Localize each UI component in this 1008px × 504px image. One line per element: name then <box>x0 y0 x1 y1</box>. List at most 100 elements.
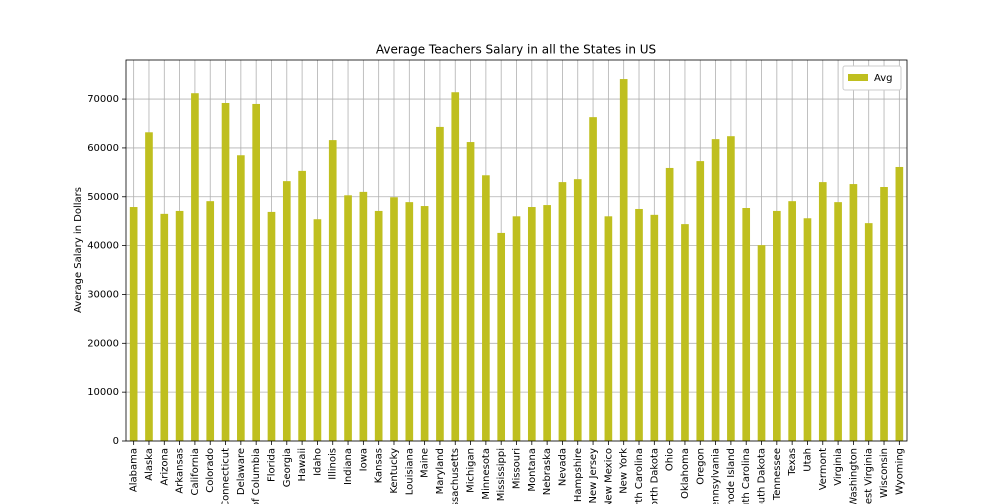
x-tick-label: Kentucky <box>389 448 400 494</box>
x-tick-label: Colorado <box>205 448 216 493</box>
bar <box>742 208 751 441</box>
y-tick-label: 50000 <box>87 192 119 203</box>
x-tick-label: Illinois <box>328 448 339 480</box>
bar <box>221 102 230 441</box>
chart-title: Average Teachers Salary in all the State… <box>376 43 656 57</box>
x-tick-label: West Virginia <box>864 448 875 504</box>
bar <box>665 167 674 441</box>
bar <box>252 103 260 441</box>
bar <box>175 210 184 441</box>
x-tick-label: Alabama <box>129 448 140 492</box>
bar <box>849 184 858 442</box>
x-tick-label: Nevada <box>557 448 568 486</box>
bar <box>895 166 904 441</box>
x-tick-label: Oregon <box>695 448 706 485</box>
x-tick-label: Alaska <box>144 448 155 481</box>
bar <box>206 201 215 441</box>
bar <box>573 179 582 441</box>
bar <box>834 202 842 441</box>
bar <box>773 210 781 441</box>
x-tick-label: Arizona <box>159 448 170 486</box>
x-tick-label: Indiana <box>343 448 354 485</box>
bar <box>727 136 735 441</box>
bar <box>390 197 398 441</box>
bar <box>696 161 705 441</box>
x-tick-label: New Jersey <box>588 448 599 504</box>
bar <box>604 216 613 441</box>
bar <box>711 139 720 441</box>
x-tick-label: Delaware <box>236 448 247 495</box>
x-tick-label: South Carolina <box>741 448 752 504</box>
x-tick-label: Ohio <box>665 448 676 471</box>
bar <box>282 181 291 441</box>
x-tick-label: Michigan <box>466 448 477 493</box>
x-tick-label: South Dakota <box>757 448 768 504</box>
x-tick-label: Tennessee <box>772 448 783 501</box>
x-tick-label: New York <box>619 448 630 494</box>
bar <box>267 211 276 441</box>
y-tick-label: 10000 <box>87 387 119 398</box>
x-tick-label: Connecticut <box>221 448 232 504</box>
x-tick-label: California <box>190 448 201 496</box>
bar <box>558 182 567 441</box>
bar <box>145 132 153 442</box>
bar <box>344 195 352 441</box>
y-tick-label: 40000 <box>87 241 119 252</box>
bar <box>650 214 659 441</box>
bar <box>405 202 414 441</box>
bar <box>482 175 490 441</box>
bar <box>497 232 506 441</box>
bar <box>328 140 337 441</box>
y-tick-label: 0 <box>113 436 119 447</box>
bar <box>681 224 689 441</box>
bar <box>589 117 597 442</box>
bar <box>313 219 322 441</box>
legend-label: Avg <box>874 73 893 84</box>
bar <box>619 79 628 442</box>
x-tick-label: Wyoming <box>894 448 905 495</box>
legend: Avg <box>842 65 902 91</box>
x-tick-label: Rhode Island <box>726 448 737 504</box>
plot-frame <box>125 59 908 442</box>
x-tick-label: Iowa <box>358 448 369 471</box>
y-tick-label: 60000 <box>87 143 119 154</box>
x-tick-label: Washington <box>848 448 859 504</box>
x-tick-label: Pennsylvania <box>711 448 722 504</box>
x-tick-label: Virginia <box>833 448 844 486</box>
x-tick-label: New Hampshire <box>573 448 584 504</box>
x-tick-label: Mississippi <box>496 448 507 501</box>
x-tick-label: Utah <box>802 448 813 472</box>
x-tick-label: Florida <box>266 448 277 482</box>
x-tick-label: New Mexico <box>603 448 614 504</box>
bar <box>237 155 245 441</box>
x-tick-label: Arkansas <box>175 448 186 494</box>
x-tick-label: Texas <box>787 448 798 477</box>
x-tick-label: North Carolina <box>634 448 645 504</box>
x-tick-label: Missouri <box>512 448 523 489</box>
y-tick-label: 30000 <box>87 289 119 300</box>
bar <box>543 205 551 441</box>
bar <box>129 207 138 441</box>
bar <box>757 245 766 441</box>
bar <box>420 206 429 441</box>
x-tick-label: Vermont <box>818 448 829 490</box>
x-tick-label: Oklahoma <box>680 448 691 499</box>
x-tick-label: Montana <box>527 448 538 492</box>
y-axis-label: Average Salary in Dollars <box>73 187 84 313</box>
legend-swatch <box>848 74 868 81</box>
x-tick-label: Maryland <box>435 448 446 494</box>
x-tick-label: Idaho <box>312 448 323 476</box>
bar <box>635 208 643 441</box>
x-tick-label: Minnesota <box>481 448 492 500</box>
bar <box>451 92 460 441</box>
y-tick-label: 70000 <box>87 94 119 105</box>
x-tick-label: Georgia <box>282 448 293 487</box>
bar <box>298 170 306 441</box>
bar <box>374 210 383 441</box>
bar <box>436 126 444 442</box>
x-tick-label: Hawaii <box>297 448 308 482</box>
x-tick-label: Massachusetts <box>450 448 461 504</box>
y-tick-label: 20000 <box>87 338 119 349</box>
legend-box <box>842 65 902 91</box>
x-tick-label: Wisconsin <box>879 448 890 498</box>
